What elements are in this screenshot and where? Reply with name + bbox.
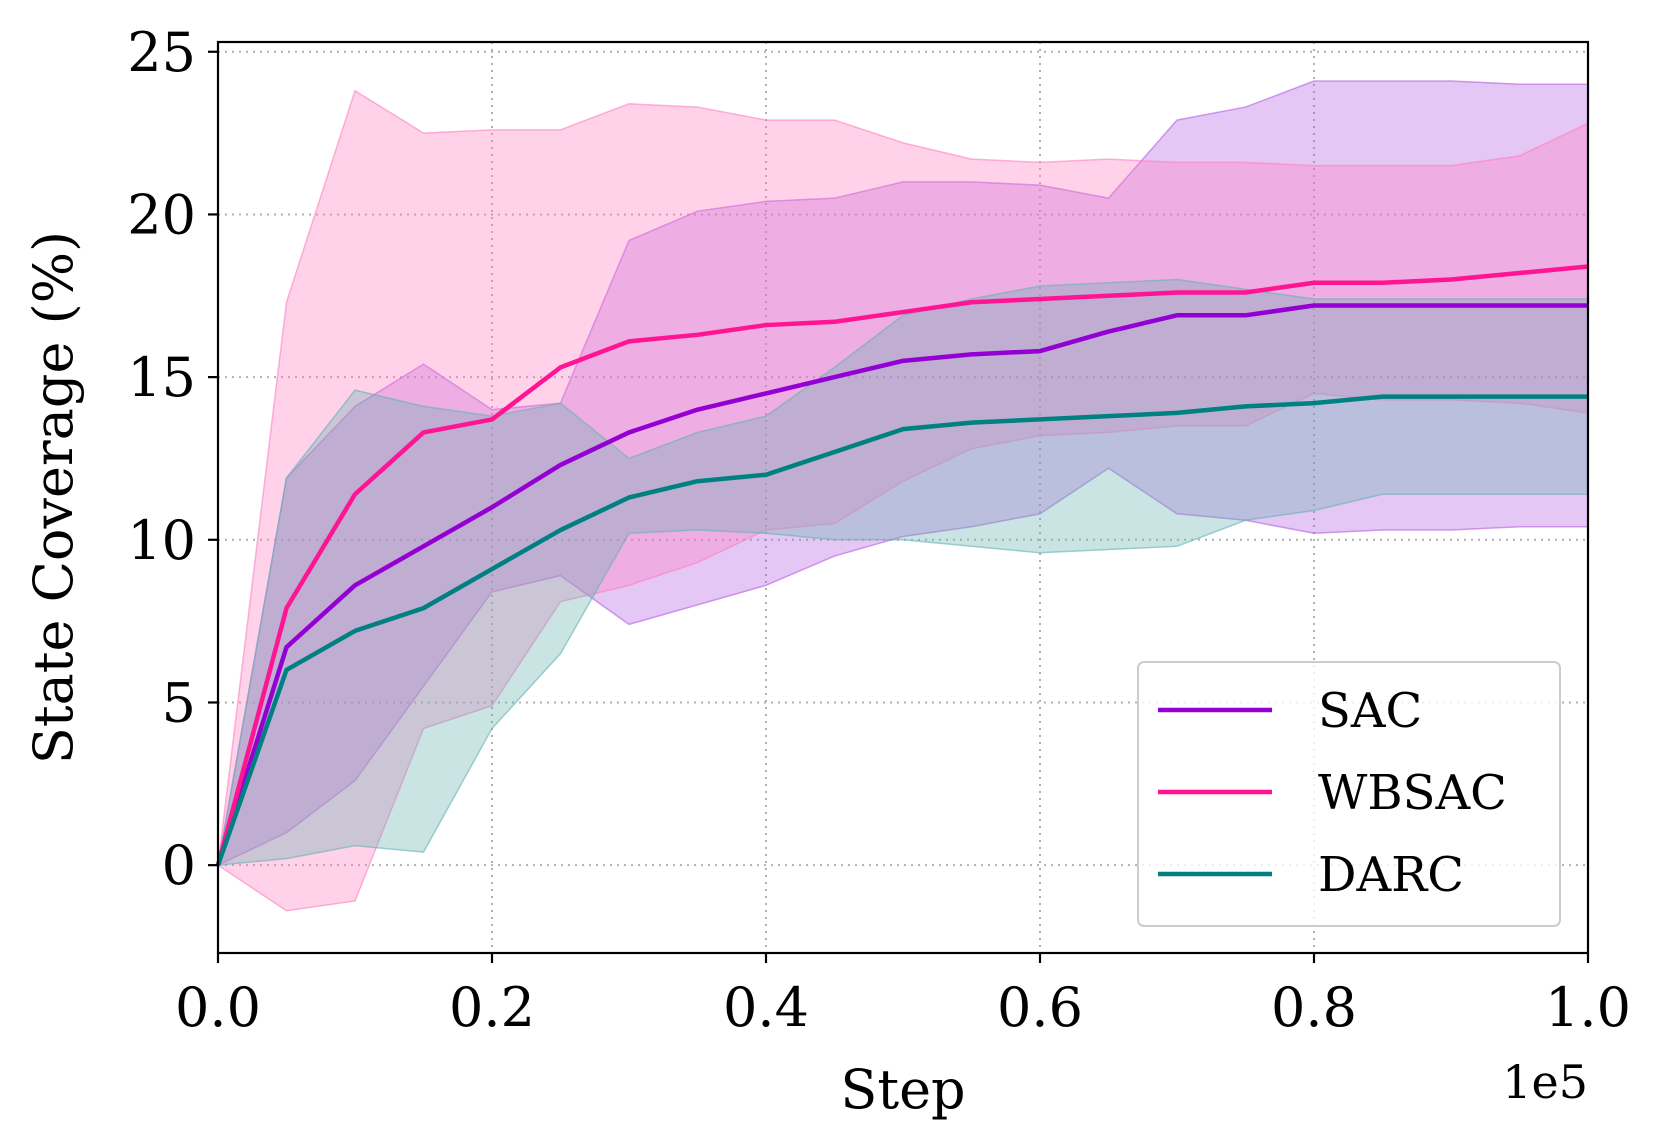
x-tick-label: 1.0	[1545, 976, 1631, 1039]
legend-label-darc: DARC	[1318, 847, 1464, 903]
y-tick-label: 15	[127, 346, 196, 409]
x-axis-offset-label: 1e5	[1502, 1055, 1588, 1109]
legend-label-wbsac: WBSAC	[1318, 765, 1507, 821]
y-tick-label: 5	[162, 671, 196, 734]
line-sac	[215, 303, 1588, 866]
series-lines	[215, 264, 1589, 866]
y-tick-label: 10	[127, 509, 196, 572]
x-axis-label: Step	[840, 1058, 965, 1121]
y-axis-label: State Coverage (%)	[22, 231, 85, 764]
line-darc	[215, 394, 1588, 866]
x-tick-label: 0.4	[723, 976, 809, 1039]
legend-box	[1137, 661, 1561, 927]
x-tick-label: 0.2	[449, 976, 535, 1039]
y-tick-label: 20	[127, 183, 196, 246]
y-tick-label: 25	[127, 21, 196, 84]
line-wbsac	[215, 264, 1589, 866]
legend-label-sac: SAC	[1318, 683, 1422, 739]
legend: SAC WBSAC DARC	[1137, 661, 1561, 927]
y-tick-label: 0	[162, 834, 196, 897]
plot-frame	[216, 40, 1590, 955]
x-tick-label: 0.6	[997, 976, 1083, 1039]
axis-ticks: 0.0 0.2 0.4 0.6 0.8 1.0 0 5 10 15 20 25	[127, 21, 1631, 1039]
x-tick-label: 0.0	[175, 976, 261, 1039]
x-tick-label: 0.8	[1271, 976, 1357, 1039]
